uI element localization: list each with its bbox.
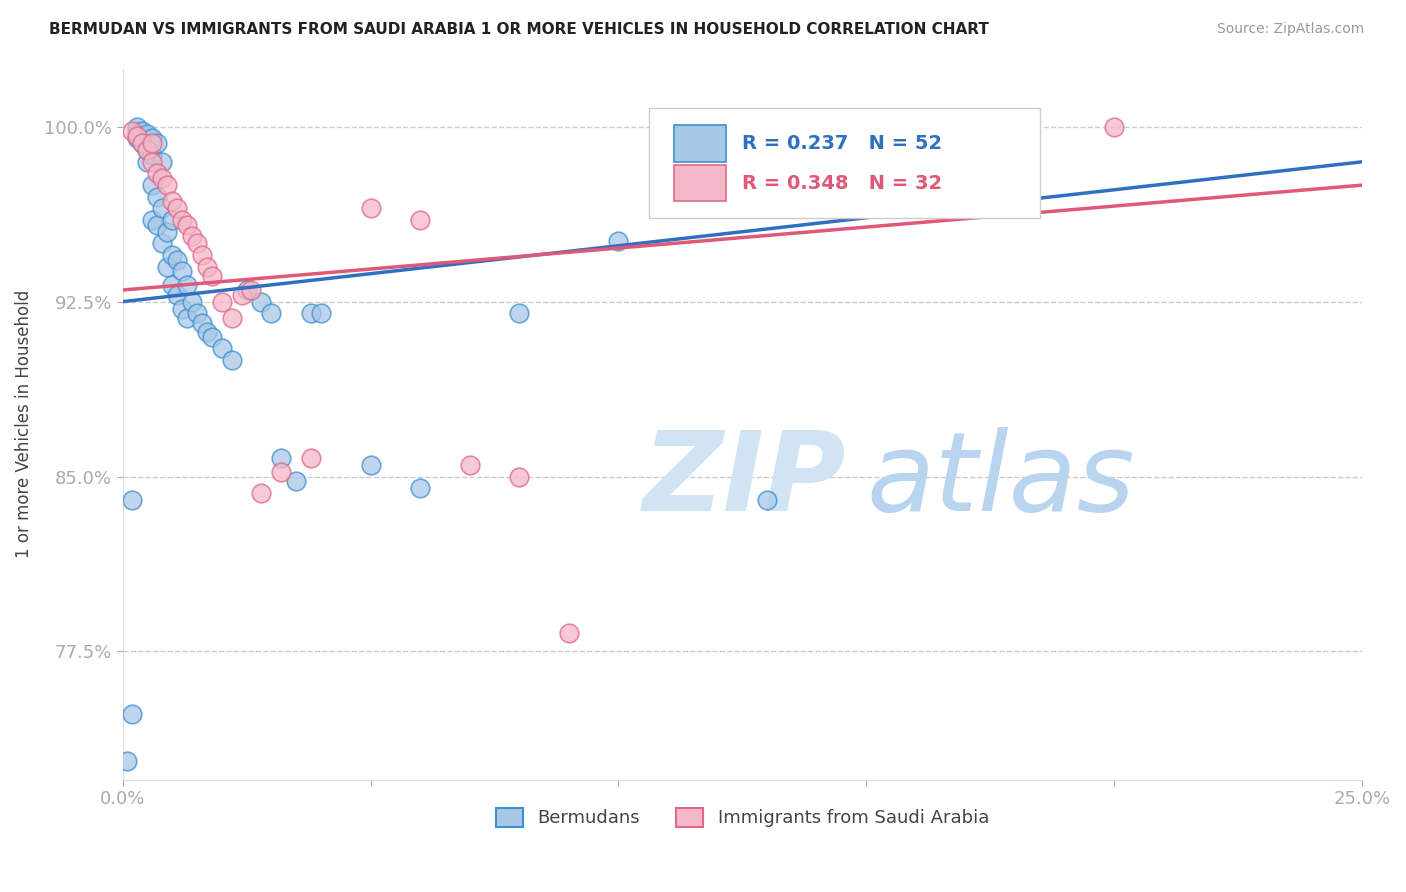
Point <box>156 225 179 239</box>
Point <box>181 294 204 309</box>
FancyBboxPatch shape <box>675 164 727 202</box>
Point <box>121 707 143 722</box>
Point <box>508 469 530 483</box>
Point <box>131 136 153 150</box>
Point <box>270 450 292 465</box>
Point <box>195 325 218 339</box>
Point <box>141 213 163 227</box>
Point <box>160 194 183 209</box>
Point <box>270 465 292 479</box>
Point <box>235 283 257 297</box>
Point <box>409 213 432 227</box>
Point <box>121 492 143 507</box>
Point <box>250 486 273 500</box>
Point <box>131 136 153 150</box>
Point <box>176 218 198 232</box>
Point <box>166 252 188 267</box>
FancyBboxPatch shape <box>650 108 1040 218</box>
Point <box>240 283 263 297</box>
Point <box>558 625 581 640</box>
Text: BERMUDAN VS IMMIGRANTS FROM SAUDI ARABIA 1 OR MORE VEHICLES IN HOUSEHOLD CORRELA: BERMUDAN VS IMMIGRANTS FROM SAUDI ARABIA… <box>49 22 988 37</box>
Point <box>211 341 233 355</box>
Point <box>141 178 163 193</box>
Point <box>201 268 224 283</box>
Point <box>127 120 149 134</box>
Point <box>131 124 153 138</box>
Point <box>156 178 179 193</box>
Point <box>121 124 143 138</box>
Point <box>170 213 193 227</box>
Point <box>136 127 159 141</box>
Point <box>360 202 382 216</box>
Point <box>508 306 530 320</box>
Point <box>170 264 193 278</box>
Point <box>160 248 183 262</box>
Point <box>201 329 224 343</box>
Point <box>409 481 432 495</box>
Point <box>186 306 208 320</box>
Point <box>166 202 188 216</box>
Point <box>141 136 163 150</box>
Point <box>150 154 173 169</box>
Point <box>146 136 169 150</box>
Point <box>458 458 481 472</box>
Point <box>181 229 204 244</box>
Point <box>191 316 214 330</box>
Point <box>299 450 322 465</box>
Point <box>221 353 243 368</box>
Point <box>127 131 149 145</box>
Point <box>186 236 208 251</box>
Point <box>176 310 198 325</box>
Y-axis label: 1 or more Vehicles in Household: 1 or more Vehicles in Household <box>15 290 32 558</box>
Point <box>136 143 159 157</box>
Point <box>150 236 173 251</box>
Point <box>191 248 214 262</box>
Text: ZIP: ZIP <box>644 427 846 534</box>
Point <box>250 294 273 309</box>
Legend: Bermudans, Immigrants from Saudi Arabia: Bermudans, Immigrants from Saudi Arabia <box>489 801 997 835</box>
Point <box>221 310 243 325</box>
Point <box>756 492 779 507</box>
Point <box>211 294 233 309</box>
Point <box>170 301 193 316</box>
Point <box>160 213 183 227</box>
Text: Source: ZipAtlas.com: Source: ZipAtlas.com <box>1216 22 1364 37</box>
Point <box>360 458 382 472</box>
Point <box>150 202 173 216</box>
Point <box>607 234 630 248</box>
Point <box>160 278 183 293</box>
FancyBboxPatch shape <box>675 126 727 162</box>
Point <box>657 143 679 157</box>
Point <box>146 218 169 232</box>
Point <box>195 260 218 274</box>
Point <box>136 143 159 157</box>
Point <box>127 124 149 138</box>
Point <box>150 171 173 186</box>
Point <box>146 190 169 204</box>
Point <box>299 306 322 320</box>
Point <box>117 754 139 768</box>
Point <box>136 154 159 169</box>
Text: R = 0.237   N = 52: R = 0.237 N = 52 <box>742 135 942 153</box>
Point <box>260 306 283 320</box>
Text: R = 0.348   N = 32: R = 0.348 N = 32 <box>742 174 942 193</box>
Point <box>127 129 149 144</box>
Point <box>309 306 332 320</box>
Point <box>131 129 153 144</box>
Point <box>141 131 163 145</box>
Point <box>176 278 198 293</box>
Text: atlas: atlas <box>866 427 1135 534</box>
Point <box>1104 120 1126 134</box>
Point <box>285 474 308 488</box>
Point <box>141 154 163 169</box>
Point <box>141 148 163 162</box>
Point <box>156 260 179 274</box>
Point <box>166 287 188 301</box>
Point <box>231 287 253 301</box>
Point <box>146 166 169 180</box>
